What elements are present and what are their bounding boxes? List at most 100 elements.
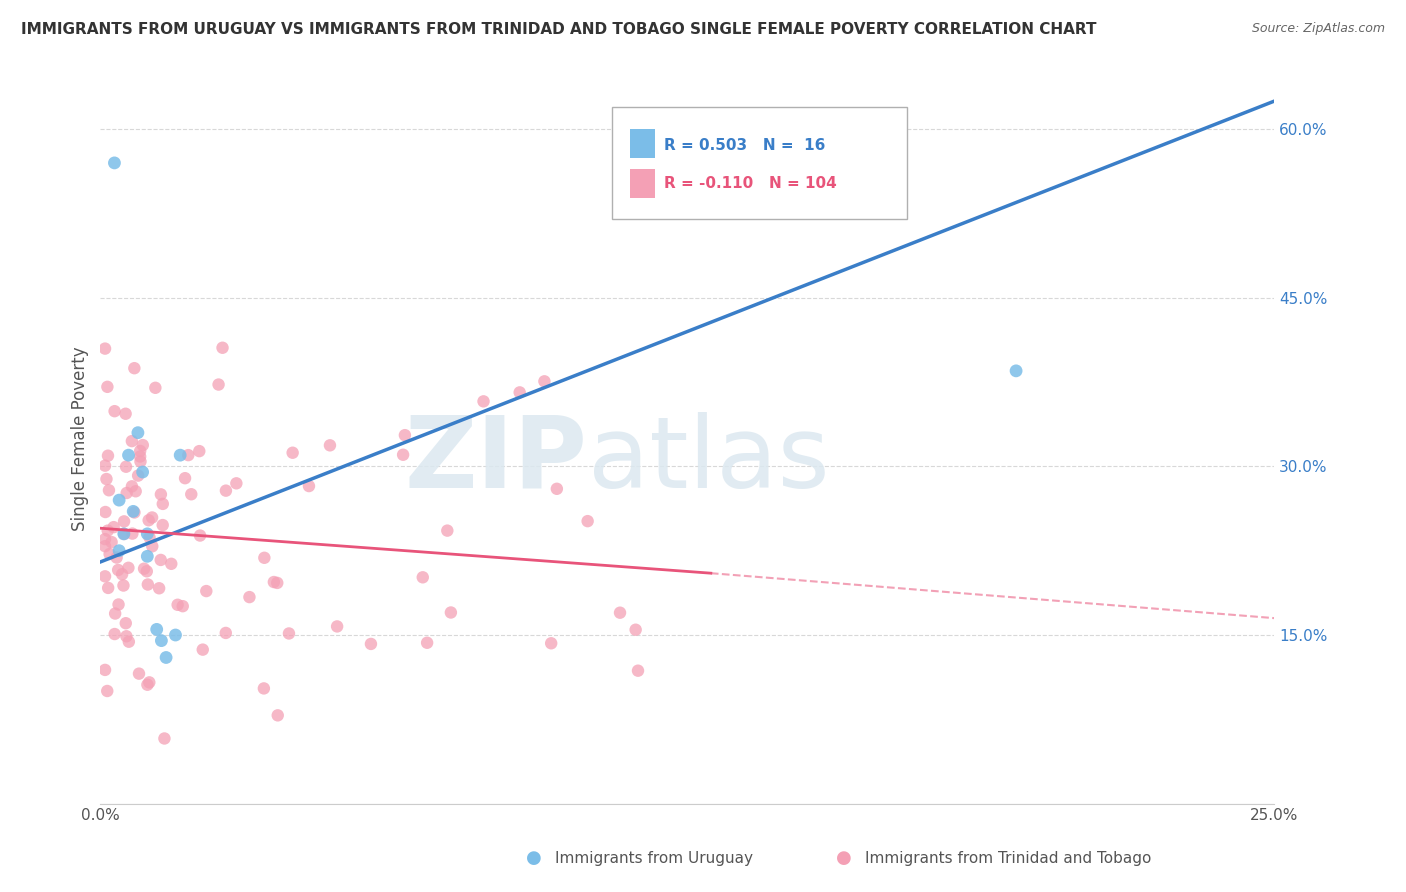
Point: [149, 553, 172, 567]
Point: [207, 377, 229, 392]
Point: [124, 506, 146, 520]
Point: [412, 570, 434, 584]
Point: [609, 606, 631, 620]
Point: [326, 619, 349, 633]
Point: [509, 385, 531, 400]
Text: R = 0.503   N =  16: R = 0.503 N = 16: [664, 138, 825, 153]
Point: [160, 557, 183, 571]
Point: [121, 526, 143, 541]
Text: Source: ZipAtlas.com: Source: ZipAtlas.com: [1251, 22, 1385, 36]
Point: [150, 633, 173, 648]
Point: [103, 156, 125, 170]
Text: ●: ●: [526, 849, 543, 867]
Point: [278, 626, 301, 640]
Point: [440, 606, 463, 620]
Point: [546, 482, 568, 496]
Text: IMMIGRANTS FROM URUGUAY VS IMMIGRANTS FROM TRINIDAD AND TOBAGO SINGLE FEMALE POV: IMMIGRANTS FROM URUGUAY VS IMMIGRANTS FR…: [21, 22, 1097, 37]
Point: [117, 448, 139, 462]
Point: [141, 510, 163, 524]
Point: [253, 550, 276, 565]
Point: [576, 514, 599, 528]
Point: [174, 471, 197, 485]
Point: [94, 663, 117, 677]
Point: [94, 569, 117, 583]
Point: [215, 626, 238, 640]
Point: [188, 528, 211, 542]
Point: [138, 530, 160, 544]
Point: [96, 380, 118, 394]
Point: [215, 483, 238, 498]
Point: [111, 567, 134, 582]
Point: [436, 524, 458, 538]
Point: [138, 675, 160, 690]
Point: [103, 520, 125, 534]
Point: [128, 666, 150, 681]
Point: [132, 562, 155, 576]
Point: [1005, 364, 1028, 378]
Point: [94, 532, 117, 546]
Point: [97, 524, 120, 538]
Point: [118, 634, 141, 648]
Text: ZIP: ZIP: [405, 412, 588, 508]
Point: [172, 599, 194, 614]
Text: Immigrants from Uruguay: Immigrants from Uruguay: [555, 851, 754, 865]
Point: [122, 504, 145, 518]
Point: [127, 468, 149, 483]
Point: [145, 381, 167, 395]
Point: [112, 515, 135, 529]
Point: [108, 493, 131, 508]
Point: [94, 458, 117, 473]
Point: [281, 446, 304, 460]
Point: [135, 564, 157, 578]
Point: [138, 513, 160, 527]
Point: [124, 361, 146, 376]
Point: [97, 483, 120, 498]
Point: [115, 459, 138, 474]
Point: [115, 629, 138, 643]
Point: [188, 444, 211, 458]
Point: [112, 578, 135, 592]
Point: [136, 526, 159, 541]
Point: [394, 428, 416, 442]
Point: [136, 678, 159, 692]
Point: [177, 448, 200, 462]
Point: [180, 487, 202, 501]
Point: [97, 581, 120, 595]
Point: [136, 577, 159, 591]
Point: [124, 484, 146, 499]
Point: [117, 561, 139, 575]
Point: [121, 434, 143, 449]
Text: ●: ●: [835, 849, 852, 867]
Point: [153, 731, 176, 746]
Point: [129, 444, 152, 458]
Point: [416, 636, 439, 650]
Point: [298, 479, 321, 493]
Point: [624, 623, 647, 637]
Point: [253, 681, 276, 696]
Point: [107, 563, 129, 577]
Point: [195, 584, 218, 599]
Point: [211, 341, 233, 355]
Point: [472, 394, 495, 409]
Point: [97, 449, 120, 463]
Text: atlas: atlas: [588, 412, 830, 508]
Point: [94, 505, 117, 519]
Point: [131, 465, 153, 479]
Point: [145, 623, 167, 637]
Point: [627, 664, 650, 678]
Point: [127, 425, 149, 440]
Point: [108, 543, 131, 558]
Point: [392, 448, 415, 462]
Point: [263, 575, 285, 590]
Point: [267, 708, 290, 723]
Point: [152, 497, 174, 511]
Point: [266, 575, 288, 590]
Point: [238, 590, 260, 604]
Point: [136, 549, 159, 564]
Point: [96, 684, 118, 698]
Point: [94, 539, 117, 553]
Point: [104, 404, 127, 418]
Point: [114, 616, 136, 631]
Point: [169, 448, 191, 462]
Point: [148, 581, 170, 595]
